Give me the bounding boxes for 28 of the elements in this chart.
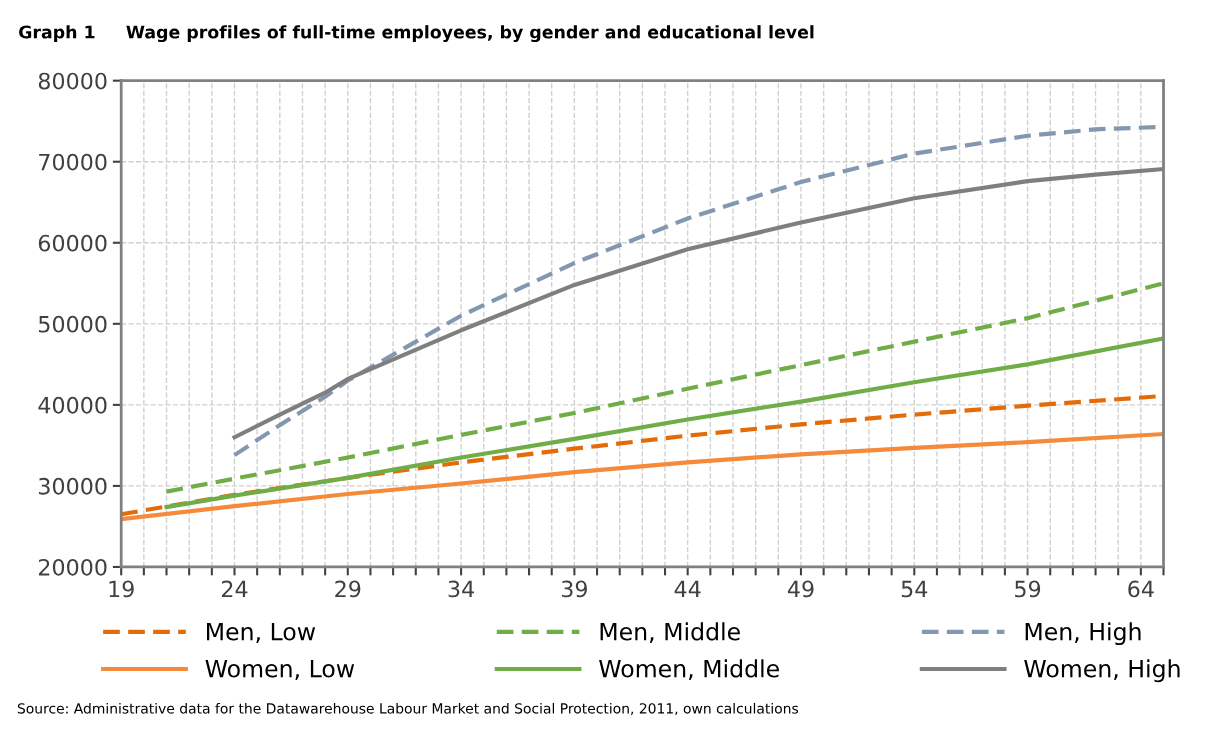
line-series	[164, 336, 1164, 510]
legend-label: Men, Low	[207, 622, 316, 643]
y-tick-label: 40000	[38, 396, 107, 414]
y-tick-label: 50000	[39, 315, 107, 333]
chart-title: Graph 1 Wage profiles of full-time employees, by gender and educational level	[19, 25, 814, 43]
x-tick-label: 24	[221, 580, 248, 598]
x-tick-label: 19	[109, 580, 134, 598]
line-series	[121, 431, 1164, 522]
source-note: Source: Administrative data for the Datawarehouse Labour Market and Social Protection, 2011, own calculations	[17, 702, 799, 716]
y-tick-label: 60000	[38, 234, 107, 252]
legend-label: Women, Low	[205, 660, 355, 680]
y-tick-label: 70000	[39, 153, 107, 171]
legend-label: Women, High	[1024, 659, 1180, 683]
x-tick-label: 34	[448, 580, 474, 598]
line-series	[164, 281, 1164, 494]
x-tick-label: 29	[335, 580, 361, 598]
x-tick-label: 64	[1128, 580, 1154, 598]
y-tick-label: 80000	[38, 72, 107, 90]
legend-label: Women, Middle	[599, 659, 779, 680]
x-tick-label: 54	[901, 580, 928, 598]
x-tick-label: 49	[787, 580, 814, 598]
x-tick-label: 59	[1015, 580, 1041, 598]
x-tick-label: 44	[674, 580, 701, 598]
y-tick-label: 30000	[39, 477, 107, 495]
y-tick-label: 20000	[38, 558, 107, 576]
legend-label: Men, Middle	[600, 622, 740, 643]
x-tick-label: 39	[561, 580, 587, 598]
legend-label: Men, High	[1025, 622, 1141, 646]
